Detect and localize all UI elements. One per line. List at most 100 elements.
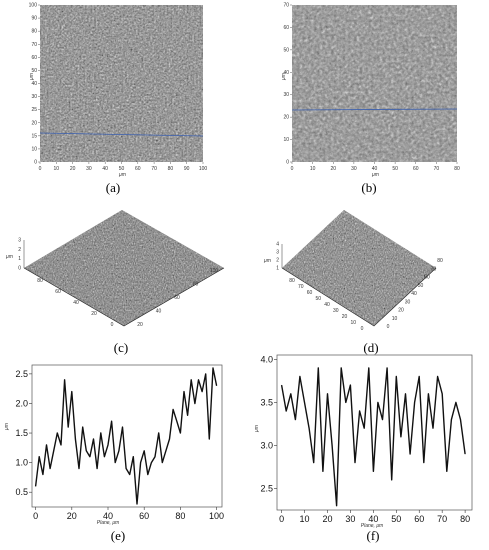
profile-series-line [280, 367, 466, 507]
profile-point [158, 432, 159, 434]
y-tick-label: 2.0 [15, 398, 28, 408]
profile-point [67, 426, 69, 428]
x-tick-label: 20 [330, 166, 336, 172]
z-tick-label: 1 [18, 256, 21, 262]
profile-point [359, 410, 360, 412]
surface-3d-c-edges [23, 267, 225, 327]
profile-point [405, 393, 406, 395]
profile-point [345, 402, 347, 403]
right-edge-tick-label: 10 [392, 316, 398, 322]
profile-point [118, 450, 120, 452]
profile-point [308, 427, 310, 429]
profile-point [161, 462, 163, 463]
profile-point [75, 438, 76, 440]
profile-point [53, 450, 55, 452]
profile-point [285, 410, 287, 412]
x-tick-label: 60 [413, 166, 419, 172]
profile-point [198, 379, 199, 381]
y-tick-label: 100 [29, 3, 38, 9]
left-edge-tick-label: 80 [37, 278, 43, 284]
panel-f-xlabel: Plane, μm [361, 523, 383, 529]
y-tick-label: 30 [283, 92, 289, 98]
z-tick-label: 0 [18, 266, 21, 272]
profile-point [391, 479, 393, 481]
x-tick-label: 0 [39, 166, 42, 172]
profile-point [165, 450, 167, 452]
panel-f-ylabel: μm [254, 425, 260, 433]
surface-3d-d [282, 210, 436, 326]
y-tick-label: 50 [283, 47, 289, 53]
profile-point [38, 456, 40, 458]
z-tick-label: 2 [18, 247, 21, 253]
profile-point [281, 384, 282, 386]
profile-point [205, 373, 207, 375]
z-tick-label: 1 [276, 266, 279, 272]
profile-point [373, 470, 374, 472]
left-edge-tick-label: 0 [111, 322, 114, 328]
y-tick-label: 4.0 [260, 354, 273, 364]
x-tick-label: 80 [168, 166, 174, 172]
profile-point [190, 379, 192, 381]
panel-a-y-unit: μm [29, 73, 35, 81]
profile-point [295, 419, 296, 420]
profile-point [455, 402, 457, 403]
profile-line-a [39, 132, 204, 137]
profile-point [180, 432, 181, 434]
profile-point [172, 409, 174, 410]
x-tick-label: 90 [184, 166, 190, 172]
profile-point [129, 474, 131, 475]
profile-point [111, 420, 112, 422]
x-tick-label: 10 [54, 166, 60, 172]
y-tick-label: 40 [31, 81, 37, 87]
profile-point [386, 367, 388, 369]
profile-point [71, 391, 73, 392]
y-tick-label: 1.5 [15, 428, 28, 438]
y-tick-label: 15 [31, 133, 37, 139]
profile-point [100, 432, 102, 434]
panel-f: μm Plane, μm (f) 0 10 20 30 40 50 60 70 80 2.5 3.0… [254, 354, 473, 543]
left-edge-tick-label: 50 [315, 296, 321, 302]
x-tick-label: 40 [372, 166, 378, 172]
x-tick-label: 80 [454, 166, 460, 172]
right-edge-tick-label: 20 [137, 322, 143, 328]
y-tick-label: 30 [31, 94, 37, 100]
panel-c-ticks: 0 1 2 3 0 20 40 60 80 20 40 60 80 100 [18, 238, 218, 329]
panel-e: μm Plane, μm (e) 0 20 40 60 80 100 0.5 1.0 1.5 2.… [4, 364, 224, 543]
y-tick-label: 0 [286, 160, 289, 166]
profile-point [194, 403, 196, 404]
profile-point [136, 503, 138, 505]
left-edge-tick-label: 20 [91, 311, 97, 317]
right-edge-tick-label: 40 [411, 291, 417, 297]
x-tick-label: 20 [322, 514, 332, 524]
panel-e-label: (e) [111, 528, 125, 543]
x-tick-label: 0 [279, 514, 284, 524]
y-tick-label: 60 [283, 25, 289, 31]
y-tick-label: 80 [31, 29, 37, 35]
right-edge-tick-label: 30 [405, 299, 411, 305]
x-tick-label: 0 [291, 166, 294, 172]
profile-point [354, 462, 356, 463]
z-tick-label: 2 [276, 258, 279, 264]
left-edge-tick-label: 30 [333, 308, 339, 314]
panel-b-y-unit: μm [281, 73, 287, 81]
y-tick-label: 10 [283, 137, 289, 143]
panel-b-x-ticks: 0 10 20 30 40 50 60 70 80 [291, 162, 460, 172]
profile-point [395, 376, 397, 377]
profile-point [35, 485, 36, 487]
profile-point [154, 456, 156, 458]
profile-point [290, 393, 292, 395]
panel-b-label: (b) [361, 180, 376, 195]
x-tick-label: 30 [86, 166, 92, 172]
y-tick-label: 40 [283, 70, 289, 76]
right-edge-tick-label: 60 [174, 295, 180, 301]
right-edge-tick-label: 60 [424, 275, 430, 281]
profile-point [451, 419, 452, 420]
x-tick-label: 20 [70, 166, 76, 172]
panel-a-y-ticks: 0 10 15 20 25 30 40 50 60 70 80 90 100 [29, 3, 40, 166]
profile-point [331, 445, 333, 446]
profile-line-b [291, 108, 458, 111]
profile-point [169, 438, 170, 440]
profile-point [313, 462, 315, 463]
y-tick-label: 2.5 [15, 369, 28, 379]
